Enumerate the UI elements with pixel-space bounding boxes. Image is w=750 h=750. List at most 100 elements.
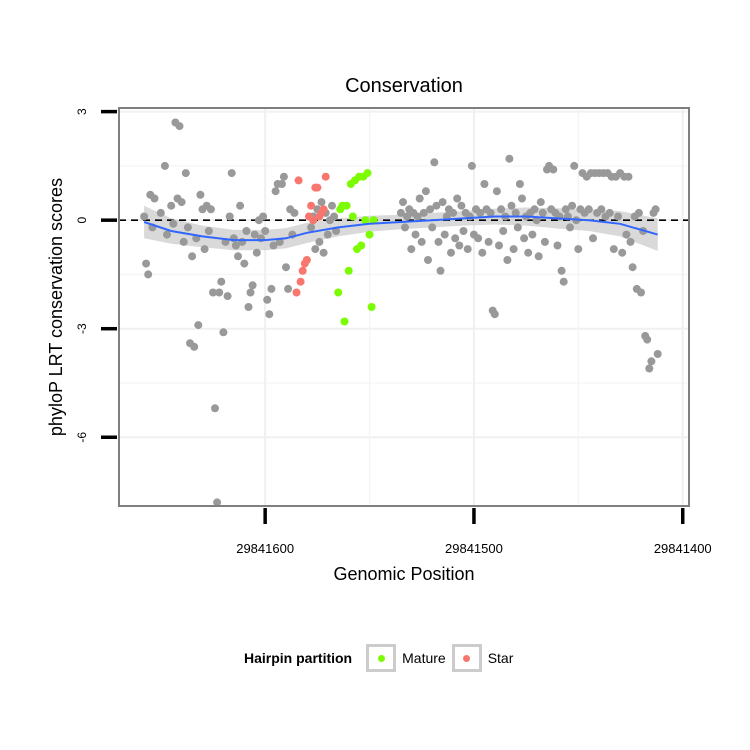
point-other: [259, 212, 268, 221]
point-other: [211, 404, 219, 413]
point-other: [534, 252, 543, 261]
point-other: [457, 201, 466, 210]
point-other: [476, 208, 485, 217]
point-star: [319, 205, 328, 214]
point-other: [307, 223, 316, 232]
point-other: [540, 237, 549, 246]
legend-item-mature: Mature: [366, 644, 446, 672]
point-other: [242, 227, 251, 235]
point-other: [263, 295, 272, 304]
point-star: [296, 277, 305, 286]
point-other: [530, 205, 539, 214]
point-other: [651, 205, 660, 214]
point-other: [511, 208, 520, 217]
point-other: [225, 212, 234, 221]
point-other: [252, 248, 261, 257]
point-other: [200, 245, 209, 254]
point-other: [163, 230, 171, 239]
point-other: [645, 364, 654, 373]
point-other: [497, 205, 506, 214]
point-other: [451, 234, 460, 243]
point-other: [557, 266, 566, 275]
point-other: [231, 241, 240, 250]
point-other: [449, 208, 458, 217]
point-other: [455, 241, 464, 250]
point-other: [486, 208, 495, 217]
point-mature: [357, 241, 366, 250]
point-star: [313, 183, 322, 192]
point-other: [438, 198, 447, 207]
point-mature: [342, 201, 351, 210]
point-other: [160, 161, 169, 170]
point-other: [524, 248, 533, 257]
point-other: [261, 227, 270, 235]
point-other: [492, 187, 501, 196]
point-other: [515, 180, 524, 188]
point-other: [236, 201, 245, 210]
y-tick-label: 0: [75, 217, 89, 224]
point-other: [622, 230, 631, 239]
point-star: [321, 172, 330, 181]
point-other: [421, 187, 430, 196]
plot-border: [118, 107, 690, 507]
point-mature: [369, 216, 378, 225]
point-other: [614, 212, 622, 221]
point-other: [484, 237, 493, 246]
plot-panel: [119, 108, 689, 506]
point-other: [634, 208, 643, 217]
point-other: [188, 252, 197, 261]
point-other: [434, 237, 443, 246]
x-tick-label: 29841400: [654, 541, 712, 556]
point-other: [234, 252, 242, 261]
point-other: [396, 208, 405, 217]
point-other: [643, 335, 652, 344]
point-other: [490, 310, 499, 319]
point-other: [447, 248, 455, 257]
point-other: [440, 230, 449, 239]
point-other: [142, 259, 151, 268]
point-other: [467, 161, 476, 170]
point-other: [315, 237, 324, 246]
point-other: [284, 284, 293, 293]
point-other: [267, 284, 276, 293]
point-other: [570, 161, 579, 170]
point-other: [566, 223, 574, 232]
point-other: [248, 281, 257, 290]
point-other: [518, 194, 526, 203]
point-other: [536, 198, 545, 207]
point-other: [403, 212, 412, 221]
point-other: [217, 277, 226, 286]
point-other: [177, 198, 186, 207]
x-tick-label: 29841500: [445, 541, 503, 556]
point-other: [474, 234, 483, 243]
point-other: [179, 237, 188, 246]
point-other: [574, 245, 583, 254]
point-other: [290, 208, 299, 217]
point-other: [626, 237, 635, 246]
point-other: [415, 194, 424, 203]
point-other: [428, 223, 437, 232]
legend: Hairpin partition Mature Star: [244, 640, 519, 676]
point-other: [549, 165, 558, 174]
point-other: [597, 205, 606, 214]
point-star: [294, 176, 303, 185]
point-other: [480, 180, 489, 188]
point-other: [181, 169, 190, 178]
point-other: [495, 241, 503, 250]
smooth-fit-line: [143, 215, 658, 242]
point-other: [271, 187, 280, 196]
point-other: [319, 248, 328, 257]
point-other: [609, 245, 618, 254]
y-tick-label: -3: [75, 323, 89, 334]
point-other: [150, 194, 159, 203]
point-other: [282, 263, 290, 272]
point-other: [238, 237, 247, 246]
point-other: [250, 230, 259, 239]
point-other: [311, 245, 320, 254]
legend-key-mature: [366, 644, 397, 672]
point-other: [269, 241, 278, 250]
point-other: [478, 248, 487, 257]
point-other: [653, 350, 662, 358]
point-other: [559, 277, 568, 286]
